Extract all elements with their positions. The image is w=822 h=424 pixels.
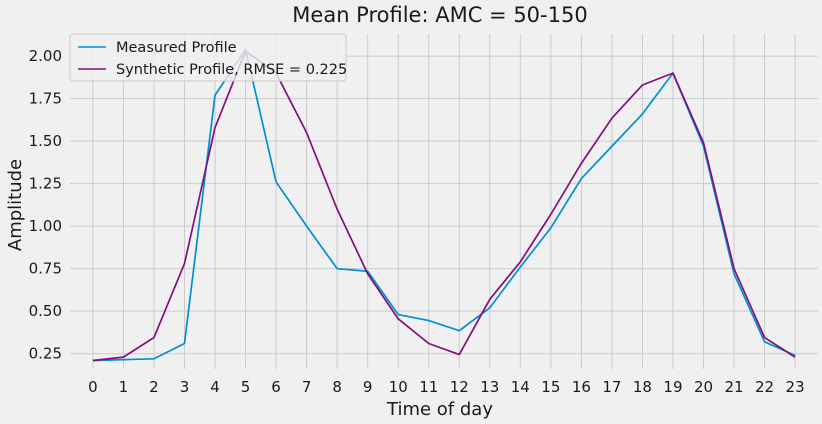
y-tick-label: 1.75 [29, 90, 62, 108]
x-tick-label: 5 [241, 378, 251, 396]
y-tick-label: 1.00 [29, 217, 62, 235]
x-tick-label: 9 [363, 378, 373, 396]
x-tick-label: 17 [602, 378, 621, 396]
x-tick-label: 16 [572, 378, 591, 396]
series-lines [92, 48, 796, 362]
legend-label-synthetic: Synthetic Profile, RMSE = 0.225 [116, 62, 347, 78]
x-tick-label: 4 [210, 378, 220, 396]
y-tick-label: 0.50 [29, 302, 62, 320]
x-tick-label: 19 [663, 378, 682, 396]
x-tick-label: 2 [149, 378, 159, 396]
chart-title: Mean Profile: AMC = 50-150 [292, 3, 587, 27]
legend-label-measured: Measured Profile [116, 40, 237, 56]
x-axis-label: Time of day [386, 399, 493, 420]
x-tick-label: 8 [332, 378, 342, 396]
x-tick-label: 12 [450, 378, 469, 396]
x-tick-label: 10 [389, 378, 408, 396]
grid [70, 34, 818, 369]
x-tick-label: 0 [88, 378, 98, 396]
y-axis-label: Amplitude [5, 159, 26, 251]
x-tick-label: 21 [724, 378, 743, 396]
y-tick-label: 2.00 [29, 47, 62, 65]
x-tick-label: 1 [119, 378, 129, 396]
x-tick-label: 3 [180, 378, 190, 396]
y-tick-label: 1.25 [29, 175, 62, 193]
x-tick-label: 23 [786, 378, 805, 396]
x-axis-ticks: 0 1 2 3 4 5 6 7 8 9 10 11 12 13 14 15 16 17 18 19 20 21 22 23 [88, 378, 805, 396]
synthetic-profile-line [92, 50, 796, 362]
x-tick-label: 6 [271, 378, 281, 396]
x-tick-label: 13 [480, 378, 499, 396]
x-tick-label: 15 [541, 378, 560, 396]
x-tick-label: 11 [419, 378, 438, 396]
legend: Measured Profile Synthetic Profile, RMSE… [69, 33, 347, 82]
y-tick-label: 0.75 [29, 260, 62, 278]
x-tick-label: 22 [755, 378, 774, 396]
y-tick-label: 0.25 [29, 345, 62, 363]
y-tick-label: 1.50 [29, 132, 62, 150]
x-tick-label: 20 [694, 378, 713, 396]
x-tick-label: 18 [633, 378, 652, 396]
legend-box [69, 33, 347, 82]
y-axis-ticks: 0.25 0.50 0.75 1.00 1.25 1.50 1.75 2.00 [29, 47, 62, 363]
x-tick-label: 14 [511, 378, 530, 396]
x-tick-label: 7 [302, 378, 312, 396]
